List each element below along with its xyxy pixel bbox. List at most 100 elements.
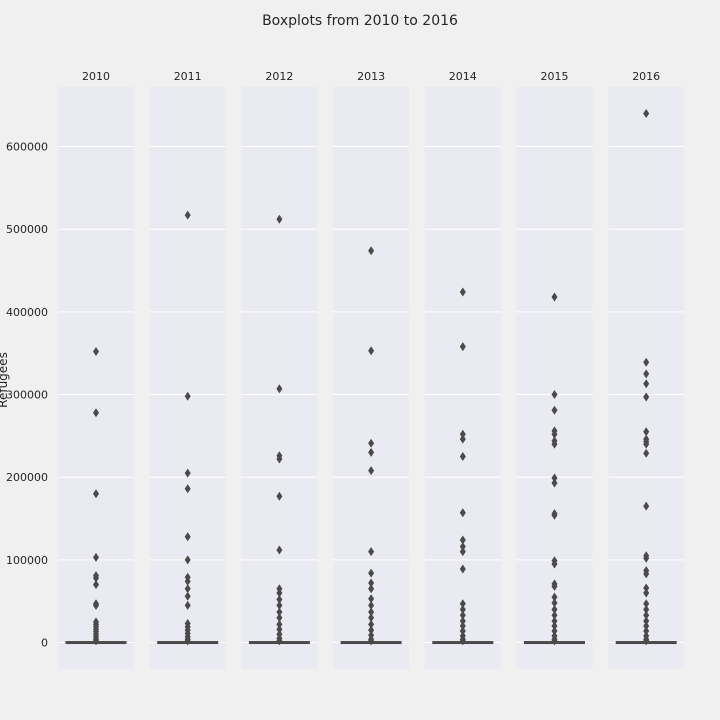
facet-2011: 2011 bbox=[149, 70, 226, 669]
outlier-point bbox=[184, 532, 191, 542]
outlier-point bbox=[276, 588, 283, 598]
outlier-point bbox=[368, 584, 375, 594]
outlier-point bbox=[643, 569, 650, 579]
outlier-point bbox=[459, 636, 466, 646]
outlier-point bbox=[368, 594, 375, 604]
outlier-point bbox=[368, 346, 375, 356]
facet-2014: 2014 bbox=[424, 70, 501, 669]
outlier-point bbox=[551, 616, 558, 626]
outlier-point bbox=[459, 616, 466, 626]
outlier-point bbox=[551, 604, 558, 614]
outlier-point bbox=[93, 489, 99, 499]
outlier-point bbox=[551, 592, 558, 602]
outlier-point bbox=[551, 598, 558, 608]
outlier-point bbox=[459, 564, 466, 574]
outlier-point bbox=[643, 427, 650, 437]
outlier-point bbox=[93, 408, 99, 418]
outlier-point bbox=[276, 545, 283, 555]
y-axis-label: Refugees bbox=[0, 352, 10, 408]
outlier-point bbox=[368, 613, 375, 623]
outlier-point bbox=[184, 591, 191, 601]
outlier-point bbox=[643, 392, 650, 402]
outlier-point bbox=[643, 610, 650, 620]
outlier-point bbox=[368, 246, 375, 256]
outlier-point bbox=[368, 438, 375, 448]
outlier-point bbox=[459, 610, 466, 620]
outlier-point bbox=[184, 210, 191, 220]
outlier-point bbox=[459, 542, 466, 552]
outlier-point bbox=[276, 624, 283, 634]
y-tick-label: 300000 bbox=[6, 389, 48, 402]
outlier-point bbox=[184, 555, 191, 565]
y-tick-label: 400000 bbox=[6, 306, 48, 319]
y-ticks: 0 100000 200000 300000 400000 500000 600000 bbox=[6, 141, 48, 650]
outlier-point bbox=[276, 613, 283, 623]
outlier-point bbox=[276, 384, 283, 394]
outlier-point bbox=[459, 535, 466, 545]
outlier-point bbox=[459, 621, 466, 631]
outlier-point bbox=[368, 578, 375, 588]
outlier-point bbox=[93, 573, 99, 583]
outlier-point bbox=[551, 621, 558, 631]
y-tick-label: 500000 bbox=[6, 223, 48, 236]
outlier-point bbox=[93, 552, 99, 562]
y-tick-label: 600000 bbox=[6, 141, 48, 154]
outlier-point bbox=[184, 391, 191, 401]
facets: 2010 2011 2012 2013 2014 2015 2016 bbox=[58, 70, 685, 669]
outlier-point bbox=[643, 501, 650, 511]
outlier-point bbox=[643, 369, 650, 379]
facet-title: 2014 bbox=[449, 70, 477, 83]
outlier-point bbox=[643, 448, 650, 458]
outlier-point bbox=[459, 508, 466, 518]
facet-title: 2015 bbox=[541, 70, 569, 83]
facet-2010: 2010 bbox=[58, 70, 134, 669]
outlier-point bbox=[368, 547, 375, 557]
outlier-point bbox=[551, 510, 558, 520]
outlier-point bbox=[368, 600, 375, 610]
outlier-point bbox=[276, 491, 283, 501]
facet-panel bbox=[516, 87, 593, 669]
outlier-point bbox=[551, 390, 558, 400]
outlier-point bbox=[643, 357, 650, 367]
outlier-point bbox=[551, 626, 558, 636]
facet-2013: 2013 bbox=[333, 70, 410, 669]
outlier-point bbox=[276, 636, 283, 646]
outlier-point bbox=[459, 604, 466, 614]
outlier-point bbox=[551, 610, 558, 620]
outlier-point bbox=[368, 619, 375, 629]
facet-2015: 2015 bbox=[516, 70, 593, 669]
outlier-point bbox=[459, 287, 466, 297]
facet-title: 2012 bbox=[265, 70, 293, 83]
outlier-point bbox=[368, 466, 375, 476]
outlier-point bbox=[93, 347, 99, 357]
facet-panel bbox=[424, 87, 501, 669]
outlier-point bbox=[551, 429, 558, 439]
outlier-point bbox=[551, 636, 558, 646]
outlier-point bbox=[551, 581, 558, 591]
outlier-point bbox=[276, 607, 283, 617]
outlier-point bbox=[459, 599, 466, 609]
outlier-point bbox=[551, 405, 558, 415]
outlier-point bbox=[643, 379, 650, 389]
outlier-point bbox=[184, 576, 191, 586]
outlier-point bbox=[93, 580, 99, 590]
outlier-point bbox=[459, 434, 466, 444]
outlier-point bbox=[368, 447, 375, 457]
outlier-point bbox=[459, 626, 466, 636]
y-tick-label: 0 bbox=[41, 637, 48, 650]
outlier-point bbox=[643, 588, 650, 598]
outlier-point bbox=[368, 636, 375, 646]
outlier-point bbox=[276, 214, 283, 224]
outlier-point bbox=[184, 484, 191, 494]
facet-panel bbox=[241, 87, 318, 669]
outlier-point bbox=[643, 626, 650, 636]
outlier-point bbox=[184, 584, 191, 594]
outlier-point bbox=[459, 452, 466, 462]
outlier-point bbox=[551, 439, 558, 449]
y-tick-label: 200000 bbox=[6, 471, 48, 484]
facet-2016: 2016 bbox=[608, 70, 685, 669]
outlier-point bbox=[368, 568, 375, 578]
outlier-point bbox=[93, 636, 99, 646]
outlier-point bbox=[643, 616, 650, 626]
